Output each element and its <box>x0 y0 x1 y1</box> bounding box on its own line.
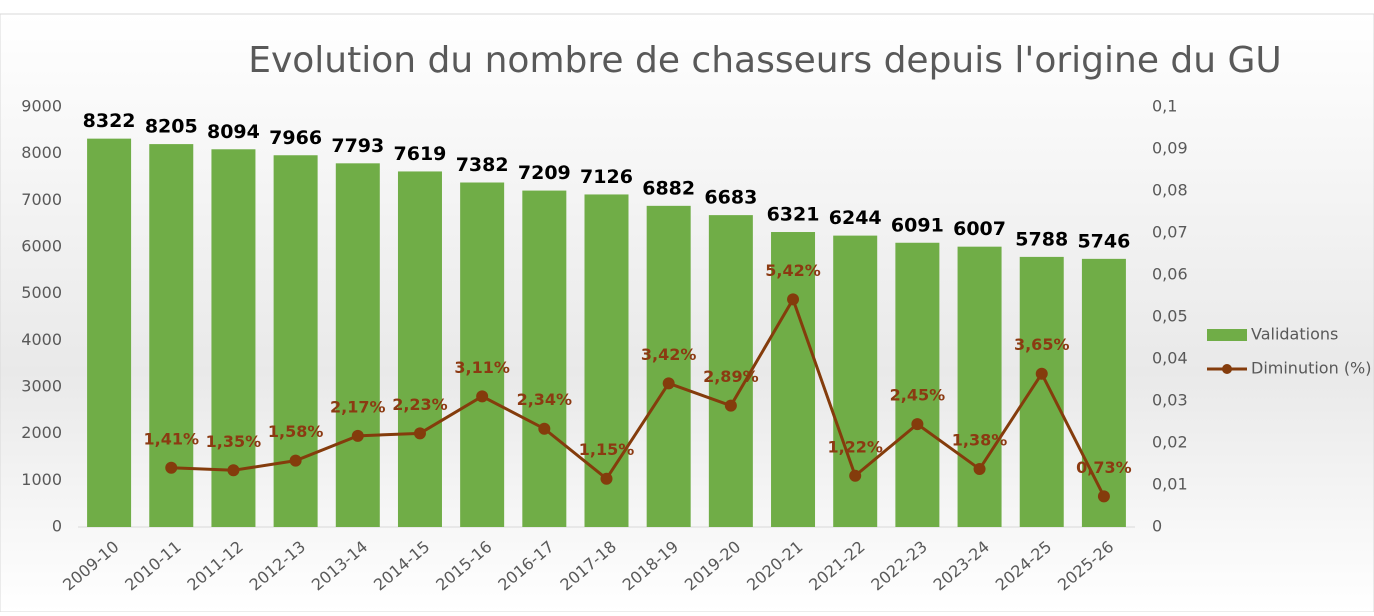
y2-tick-label: 0,02 <box>1152 433 1188 452</box>
line-value-label: 1,35% <box>206 432 262 451</box>
line-point <box>538 422 551 435</box>
bar <box>1081 258 1126 527</box>
y-tick-label: 6000 <box>21 237 62 256</box>
y-tick-label: 8000 <box>21 143 62 162</box>
y2-tick-label: 0,1 <box>1152 97 1177 116</box>
bar-value-label: 5746 <box>1077 230 1130 252</box>
y2-tick-label: 0,09 <box>1152 139 1188 158</box>
line-point <box>600 472 613 485</box>
bar <box>1019 256 1064 527</box>
y2-tick-label: 0,03 <box>1152 391 1188 410</box>
y-tick-label: 0 <box>52 517 62 536</box>
chart-title: Evolution du nombre de chasseurs depuis … <box>248 40 1282 81</box>
line-value-label: 1,58% <box>268 422 324 441</box>
bar-value-label: 5788 <box>1015 228 1068 250</box>
legend-swatch <box>1207 329 1247 341</box>
y-tick-label: 4000 <box>21 330 62 349</box>
bar <box>335 163 380 527</box>
line <box>171 295 1106 498</box>
y-tick-label: 2000 <box>21 423 62 442</box>
bar <box>957 246 1002 527</box>
bar-value-label: 8322 <box>83 110 136 132</box>
legend-label: Validations <box>1251 325 1338 344</box>
line-value-label: 1,15% <box>579 440 635 459</box>
line-value-label: 1,22% <box>827 437 883 456</box>
y2-tick-label: 0,06 <box>1152 265 1188 284</box>
y2-tick-label: 0,05 <box>1152 307 1188 326</box>
bar <box>87 138 132 527</box>
y2-tick-label: 0,04 <box>1152 349 1188 368</box>
line-value-label: 1,41% <box>144 429 200 448</box>
bar <box>771 232 816 527</box>
bar <box>211 149 256 527</box>
line-point <box>662 377 675 390</box>
bar-value-label: 7126 <box>580 166 633 188</box>
y-tick-label: 3000 <box>21 377 62 396</box>
line-value-label: 3,11% <box>454 358 510 377</box>
bar-value-label: 6683 <box>704 187 757 209</box>
y-tick-label: 9000 <box>21 97 62 116</box>
line-point <box>413 427 426 440</box>
line-value-label: 2,34% <box>517 390 573 409</box>
bar-value-label: 6321 <box>767 204 820 226</box>
bar-value-label: 7382 <box>456 154 509 176</box>
bar-value-label: 7793 <box>331 135 384 157</box>
line-value-label: 2,17% <box>330 397 386 416</box>
line-value-label: 3,65% <box>1014 335 1070 354</box>
y-tick-label: 5000 <box>21 283 62 302</box>
bar-value-label: 6007 <box>953 218 1006 240</box>
line-point <box>911 418 924 431</box>
bar <box>460 182 505 528</box>
line-point <box>1097 490 1110 503</box>
line-point <box>351 429 364 442</box>
line-point <box>724 399 737 412</box>
bar-value-label: 8094 <box>207 121 260 143</box>
bar-value-label: 8205 <box>145 116 198 138</box>
bar-value-label: 6244 <box>829 207 882 229</box>
bar <box>584 194 629 527</box>
line-point <box>227 464 240 477</box>
bar <box>273 155 318 527</box>
bar <box>833 235 878 527</box>
y-tick-label: 7000 <box>21 190 62 209</box>
y2-tick-label: 0,08 <box>1152 181 1188 200</box>
y2-tick-label: 0,07 <box>1152 223 1188 242</box>
bar <box>708 215 753 528</box>
bar <box>646 205 691 527</box>
bar-value-label: 6882 <box>642 177 695 199</box>
bar-value-label: 7209 <box>518 162 571 184</box>
bar-value-label: 6091 <box>891 214 944 236</box>
line-value-label: 2,45% <box>890 386 946 405</box>
line-value-label: 2,23% <box>392 395 448 414</box>
line-point <box>787 293 800 306</box>
line-value-label: 3,42% <box>641 345 697 364</box>
legend-label: Diminution (%) <box>1251 359 1372 378</box>
bar <box>895 242 940 527</box>
y2-tick-label: 0 <box>1152 517 1162 536</box>
bar <box>522 190 567 527</box>
line-point <box>165 461 178 474</box>
line-value-label: 0,73% <box>1076 458 1132 477</box>
y2-tick-label: 0,01 <box>1152 475 1188 494</box>
line-point <box>476 390 489 403</box>
line-point <box>973 463 986 476</box>
bar-value-label: 7966 <box>269 127 322 149</box>
line-value-label: 1,38% <box>952 431 1008 450</box>
line-point <box>1035 367 1048 380</box>
bar <box>397 171 442 528</box>
line-point <box>849 469 862 482</box>
line-point <box>289 454 302 467</box>
line-value-label: 2,89% <box>703 367 759 386</box>
legend-swatch-dot <box>1222 364 1232 374</box>
line-value-label: 5,42% <box>765 261 821 280</box>
bar-value-label: 7619 <box>394 143 447 165</box>
y-tick-label: 1000 <box>21 470 62 489</box>
